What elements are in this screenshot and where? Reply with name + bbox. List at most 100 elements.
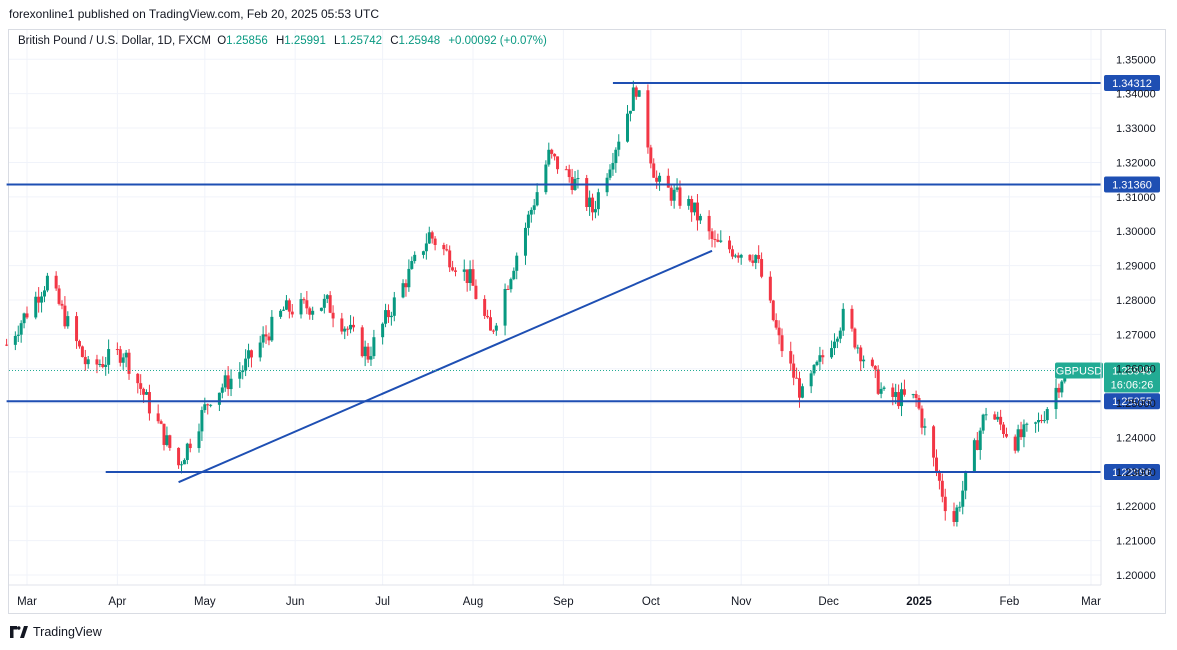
price-tick-label: 1.29000	[1116, 261, 1156, 273]
candle-body	[911, 394, 915, 396]
candle-body	[75, 316, 79, 342]
candles-layer	[5, 80, 1067, 527]
candle-body	[401, 283, 405, 298]
countdown-label: 16:06:26	[1111, 380, 1154, 392]
candle-body	[322, 298, 326, 308]
candle-body	[45, 275, 49, 291]
candle-body	[675, 187, 679, 190]
candle-body	[424, 243, 428, 252]
candle-body	[1054, 387, 1058, 410]
candle-body	[430, 232, 434, 239]
candle-body	[445, 249, 449, 251]
candle-body	[588, 197, 592, 207]
candle-body	[914, 394, 918, 399]
candle-body	[156, 413, 160, 422]
candle-body	[509, 279, 513, 290]
candle-body	[736, 255, 740, 258]
symbol-tag-label: GBPUSD	[1056, 366, 1103, 378]
candle-body	[165, 435, 169, 445]
candle-body	[719, 240, 723, 242]
candle-body	[60, 303, 64, 306]
level-price-tag	[1104, 74, 1160, 91]
level-price-tag	[1104, 176, 1160, 193]
time-tick-label: Mar	[1081, 596, 1101, 608]
level-price-label: 1.25055	[1112, 396, 1152, 408]
candle-body	[652, 163, 656, 178]
tradingview-logo-icon	[10, 626, 28, 638]
price-tick-label: 1.30000	[1116, 226, 1156, 238]
candle-body	[751, 260, 755, 263]
candle-body	[1042, 420, 1046, 422]
candle-body	[386, 310, 390, 318]
candle-body	[815, 361, 819, 365]
candle-body	[19, 323, 23, 335]
symbol-legend: British Pound / U.S. Dollar, 1D, FXCM O1…	[18, 35, 547, 47]
candle-body	[270, 316, 274, 341]
candle-body	[1034, 422, 1038, 424]
candle-body	[66, 316, 70, 327]
candle-body	[413, 254, 417, 262]
candle-body	[894, 392, 898, 397]
candle-body	[658, 175, 662, 182]
tradingview-brand[interactable]: TradingView	[10, 625, 102, 639]
candle-body	[859, 347, 863, 362]
level-price-tag	[1104, 393, 1160, 410]
candle-body	[556, 156, 560, 170]
candle-body	[649, 147, 653, 164]
candle-body	[363, 346, 367, 357]
candle-body	[646, 90, 650, 148]
candle-body	[223, 375, 227, 388]
candle-body	[1004, 434, 1008, 437]
candle-body	[1013, 436, 1017, 451]
candle-body	[955, 507, 959, 522]
time-tick-label: Dec	[818, 596, 839, 608]
candle-body	[22, 313, 26, 324]
candle-body	[389, 315, 393, 318]
candle-body	[792, 363, 796, 378]
candle-body	[159, 421, 163, 424]
candle-body	[80, 346, 84, 357]
candle-body	[302, 299, 306, 301]
candle-body	[920, 408, 924, 428]
candle-body	[147, 392, 151, 414]
candle-body	[433, 238, 437, 245]
candle-body	[593, 209, 597, 213]
candle-body	[634, 87, 638, 97]
candle-body	[404, 283, 408, 288]
candle-body	[797, 378, 801, 398]
candle-body	[1057, 387, 1061, 393]
candle-body	[343, 328, 347, 332]
candle-body	[220, 387, 224, 393]
drawings-layer: 1.34312 1.31360 1.25055 1.22996 GBPUSD 1.2594…	[6, 74, 1160, 484]
candle-body	[5, 344, 9, 346]
high-value: 1.25991	[284, 35, 326, 47]
symbol-name: British Pound / U.S. Dollar, 1D, FXCM	[18, 35, 212, 47]
candle-body	[1022, 424, 1026, 438]
candle-body	[483, 298, 487, 316]
candle-body	[975, 440, 979, 450]
candle-body	[780, 335, 784, 352]
price-tick-label: 1.20000	[1116, 570, 1156, 582]
candle-body	[200, 410, 204, 432]
close-key: C	[390, 35, 399, 47]
candle-body	[935, 457, 939, 472]
high-key: H	[275, 35, 285, 47]
candle-body	[319, 307, 323, 311]
candle-body	[42, 290, 46, 297]
candle-body	[637, 90, 641, 97]
price-tick-label: 1.27000	[1116, 329, 1156, 341]
candle-body	[876, 369, 880, 394]
candle-body	[305, 300, 309, 309]
candle-body	[474, 285, 478, 299]
candle-body	[238, 372, 242, 379]
candle-body	[553, 153, 557, 157]
candle-body	[812, 364, 816, 374]
candle-body	[958, 506, 962, 508]
candle-body	[862, 359, 866, 362]
last-price-label: 1.25948	[1112, 366, 1152, 378]
candle-body	[1039, 420, 1043, 422]
candle-body	[206, 404, 210, 406]
candle-body	[879, 388, 883, 394]
candle-body	[923, 426, 927, 428]
